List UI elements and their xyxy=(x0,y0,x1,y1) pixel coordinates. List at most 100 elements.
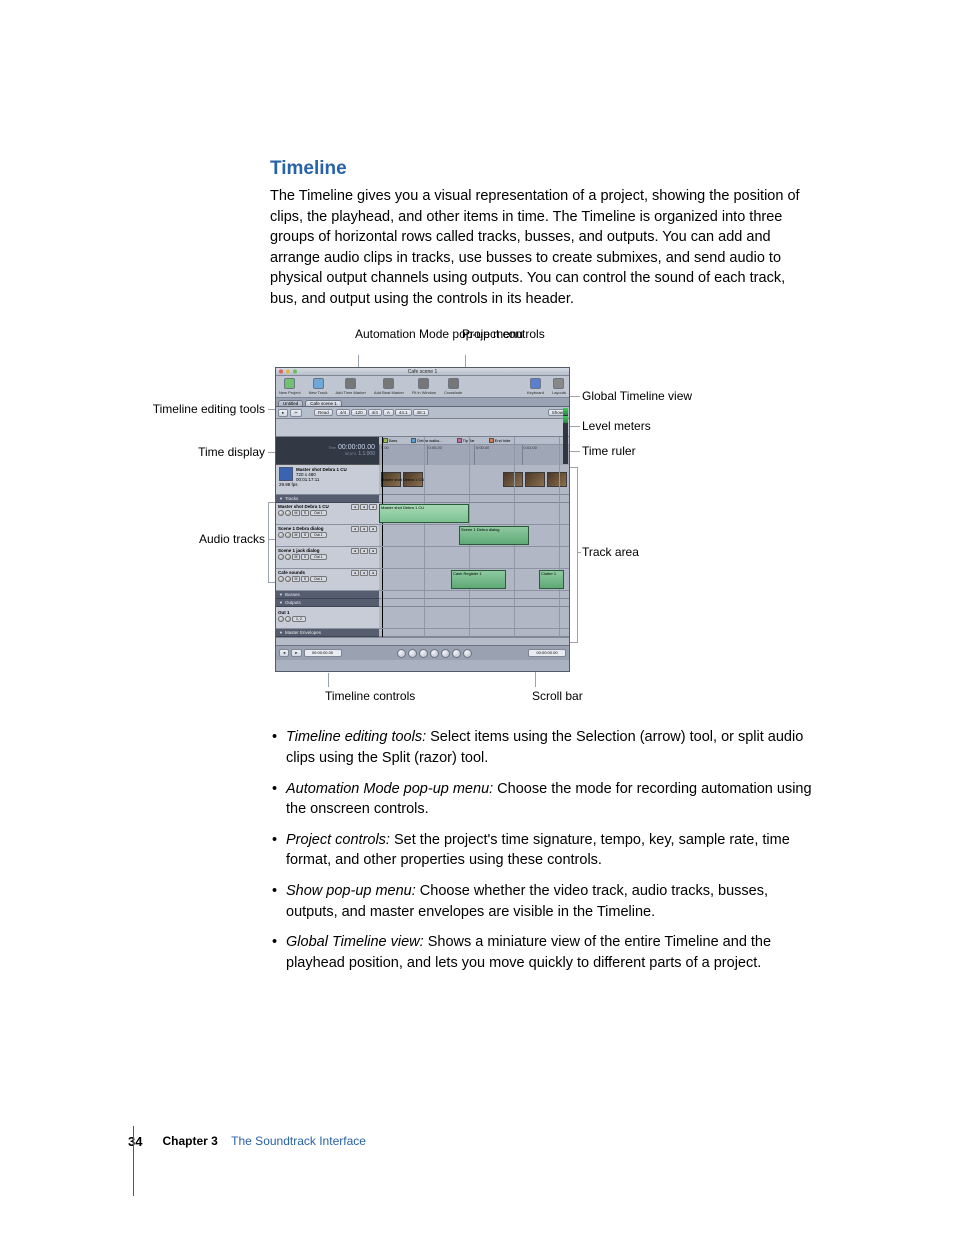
scroll-bar[interactable] xyxy=(276,637,569,645)
razor-tool[interactable]: ✂ xyxy=(290,409,302,417)
output-select[interactable]: Out 1 xyxy=(310,554,327,560)
ffwd-button[interactable] xyxy=(430,649,439,658)
output-volume-knob[interactable] xyxy=(278,616,284,622)
pan-knob[interactable] xyxy=(285,554,291,560)
project-control[interactable]: 48:1 xyxy=(413,409,430,416)
leader-line xyxy=(577,467,578,642)
volume-knob[interactable] xyxy=(278,532,284,538)
mute-button[interactable]: M xyxy=(292,576,300,582)
solo-button[interactable]: S xyxy=(301,554,309,560)
mute-button[interactable]: M xyxy=(292,510,300,516)
video-thumbnail-icon xyxy=(279,467,293,481)
lock-button[interactable]: ● xyxy=(360,570,368,576)
fx-button[interactable]: ● xyxy=(369,526,377,532)
fx-button[interactable]: ● xyxy=(369,504,377,510)
lock-button[interactable]: ● xyxy=(360,526,368,532)
leader-line xyxy=(570,451,580,452)
toolbar-button[interactable]: Add Beat Marker xyxy=(374,378,404,395)
audio-clip[interactable]: Clutter 1 xyxy=(539,570,564,589)
ruler-tick: 0:01:00 xyxy=(522,445,570,465)
rtn-start-button[interactable] xyxy=(397,649,406,658)
page-number: 34 xyxy=(128,1134,142,1149)
lock-button[interactable]: ● xyxy=(360,504,368,510)
solo-button[interactable]: S xyxy=(301,576,309,582)
output-select[interactable]: Out 1 xyxy=(310,532,327,538)
track-lane[interactable] xyxy=(379,547,569,569)
solo-button[interactable]: S xyxy=(301,510,309,516)
output-select[interactable]: Out 1 xyxy=(310,510,327,516)
solo-button[interactable]: S xyxy=(301,532,309,538)
output-select[interactable]: Out 1 xyxy=(310,576,327,582)
track-header: Scene 1 jack dialogMSOut 1●●● xyxy=(276,547,379,569)
video-track-header: Master shot Debra 1 CU 720 x 480 00:01:1… xyxy=(276,465,379,495)
selection-tool[interactable]: ▸ xyxy=(278,409,288,417)
arm-button[interactable]: ● xyxy=(351,504,359,510)
fx-button[interactable]: ● xyxy=(369,548,377,554)
rewind-button[interactable] xyxy=(408,649,417,658)
pan-knob[interactable] xyxy=(285,510,291,516)
track-lane[interactable]: Cash Register 1 Clutter 1 xyxy=(379,569,569,591)
toolbar-button[interactable]: Layouts xyxy=(552,378,566,395)
output-header: Out 1 1, 2 xyxy=(276,607,379,629)
rtn-end-button[interactable] xyxy=(441,649,450,658)
loop-button[interactable] xyxy=(463,649,472,658)
arm-button[interactable]: ● xyxy=(351,570,359,576)
beats-display: 1.1.000 xyxy=(358,451,375,457)
leader-line xyxy=(570,426,580,427)
project-control[interactable]: 120 xyxy=(351,409,367,416)
bullet-term: Automation Mode pop-up menu: xyxy=(286,781,493,797)
busses-section-header[interactable]: Busses xyxy=(276,591,379,599)
toolbar-button[interactable]: New Project xyxy=(279,378,301,395)
toolbar-button[interactable]: Keyboard xyxy=(527,378,544,395)
audio-clip[interactable]: Cash Register 1 xyxy=(451,570,506,589)
video-thumb xyxy=(525,472,545,487)
master-envelopes-header[interactable]: Master Envelopes xyxy=(276,629,379,637)
volume-knob[interactable] xyxy=(278,510,284,516)
track-lane[interactable]: Scene 1 Debra dialog xyxy=(379,525,569,547)
mute-button[interactable]: M xyxy=(292,532,300,538)
output-dest[interactable]: 1, 2 xyxy=(292,616,306,622)
project-control[interactable]: A xyxy=(383,409,394,416)
outputs-section-header[interactable]: Outputs xyxy=(276,599,379,607)
audio-clip[interactable]: Master shot Debra 1 CU xyxy=(379,504,469,523)
toolbar-button[interactable]: Fit in Window xyxy=(412,378,436,395)
prev-button[interactable]: ◂ xyxy=(279,649,289,657)
bullet-term: Show pop-up menu: xyxy=(286,883,416,899)
mute-button[interactable]: M xyxy=(292,554,300,560)
project-control[interactable]: 4/4 xyxy=(368,409,382,416)
toolbar-button[interactable]: New Track xyxy=(309,378,328,395)
global-timeline-view[interactable] xyxy=(276,419,569,437)
time-ruler[interactable]: BarsDebra walks...Tip JarEnd hide 0.000:… xyxy=(379,437,569,465)
track-lane[interactable]: Master shot Debra 1 CU xyxy=(379,503,569,525)
tracks-section-header[interactable]: Tracks xyxy=(276,495,379,503)
leader-line xyxy=(328,673,329,687)
transport-bar: ◂ ▸ 00:00:00.00 00:00:00.00 xyxy=(276,645,569,660)
project-tab[interactable]: Cafe scene 1 xyxy=(305,400,342,406)
pan-knob[interactable] xyxy=(285,532,291,538)
page-footer: 34 Chapter 3 The Soundtrack Interface xyxy=(128,1132,366,1150)
time-display: Time00:00:00.00 BEATS1.1.000 xyxy=(276,437,379,465)
fx-button[interactable]: ● xyxy=(369,570,377,576)
project-control[interactable]: 44.1 xyxy=(395,409,412,416)
automation-mode-menu[interactable]: Read xyxy=(314,409,333,416)
audio-clip[interactable]: Scene 1 Debra dialog xyxy=(459,526,529,545)
next-button[interactable]: ▸ xyxy=(291,649,301,657)
output-pan-knob[interactable] xyxy=(285,616,291,622)
chapter-label: Chapter 3 xyxy=(162,1134,217,1148)
volume-knob[interactable] xyxy=(278,576,284,582)
arm-button[interactable]: ● xyxy=(351,548,359,554)
bullet-list: Timeline editing tools: Select items usi… xyxy=(270,727,815,973)
project-tab[interactable]: Untitled xyxy=(278,400,303,406)
record-button[interactable] xyxy=(452,649,461,658)
toolbar-button[interactable]: Crossfade xyxy=(444,378,462,395)
leader-line xyxy=(570,396,580,397)
chapter-title: The Soundtrack Interface xyxy=(231,1134,366,1148)
arm-button[interactable]: ● xyxy=(351,526,359,532)
pan-knob[interactable] xyxy=(285,576,291,582)
lock-button[interactable]: ● xyxy=(360,548,368,554)
play-button[interactable] xyxy=(419,649,428,658)
volume-knob[interactable] xyxy=(278,554,284,560)
leader-line xyxy=(268,502,269,582)
project-control[interactable]: 4/4 xyxy=(336,409,350,416)
toolbar-button[interactable]: Add Time Marker xyxy=(335,378,365,395)
